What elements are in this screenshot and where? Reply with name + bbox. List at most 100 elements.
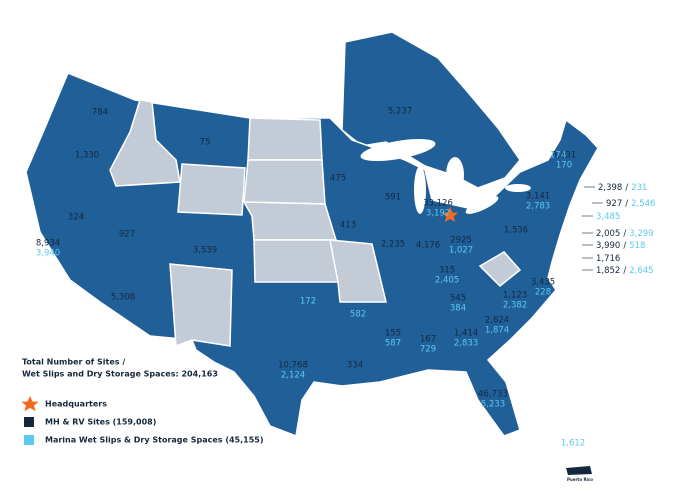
legend-swatch	[24, 435, 34, 445]
callout: 1,852/2,645	[596, 266, 654, 276]
site-count: 3,435	[531, 278, 555, 288]
state-shape	[177, 163, 246, 216]
callout-primary: 2,398	[598, 183, 622, 193]
marina-count: 729	[420, 345, 436, 355]
legend-star	[21, 396, 39, 411]
state-shape	[329, 239, 387, 303]
site-count: 1,414	[454, 329, 478, 339]
legend-title: Wet Slips and Dry Storage Spaces: 204,16…	[22, 370, 218, 379]
site-count: 33,126	[423, 199, 453, 209]
site-count: 784	[92, 108, 108, 118]
callout-primary: 2,005	[596, 229, 620, 239]
marina-count: 1,874	[485, 326, 509, 336]
headquarters-star	[442, 207, 458, 222]
callout-primary: 1,852	[596, 266, 620, 276]
puerto-rico-value: 1,612	[561, 439, 585, 449]
legend-title: Total Number of Sites /	[22, 358, 125, 367]
site-count: 3,141	[526, 192, 550, 202]
state-shape	[247, 117, 323, 161]
state-shape	[253, 239, 339, 283]
lakes	[360, 138, 531, 214]
marina-count: 5,233	[481, 400, 505, 410]
site-count: 2925	[450, 236, 472, 246]
marina-count: 172	[300, 297, 316, 307]
puerto-rico-shape	[566, 466, 592, 475]
callout: 3,485	[596, 212, 620, 222]
ontario-shape	[341, 31, 521, 189]
no-sites-states	[109, 99, 522, 348]
legend-label: Marina Wet Slips & Dry Storage Spaces (4…	[45, 436, 264, 445]
callout-primary: 927	[606, 199, 622, 209]
state-shape	[169, 263, 233, 348]
state-shape	[478, 251, 522, 288]
site-count: 155	[385, 329, 401, 339]
legend-label: Headquarters	[45, 400, 107, 409]
lake	[360, 138, 436, 162]
callout-secondary: 518	[629, 241, 645, 251]
callout-secondary: 2,546	[631, 199, 655, 209]
site-count: 1,330	[75, 151, 99, 161]
site-count: 1,536	[504, 226, 528, 236]
lake	[414, 166, 426, 214]
marina-count: 2,833	[454, 339, 478, 349]
callout-secondary: 3,485	[596, 212, 620, 222]
marina-count: 1,027	[449, 246, 473, 256]
marina-count: 384	[450, 304, 466, 314]
callout-separator: /	[623, 229, 626, 239]
marina-count: 228	[535, 288, 551, 298]
callout: 927/2,546	[606, 199, 655, 209]
site-count: 46,733	[478, 390, 508, 400]
site-count: 315	[439, 266, 455, 276]
marina-count: 587	[385, 339, 401, 349]
callout-primary: 1,716	[596, 254, 620, 264]
callout-secondary: 231	[631, 183, 647, 193]
lake	[465, 196, 499, 214]
marina-count: 582	[350, 310, 366, 320]
site-count: 1,123	[503, 291, 527, 301]
callout: 2,005/3,299	[596, 229, 654, 239]
site-count: 4,176	[416, 241, 440, 251]
callout-secondary: 3,299	[629, 229, 653, 239]
site-count: 8,934	[36, 239, 60, 249]
legend-swatch	[24, 417, 34, 427]
site-count: 545	[450, 294, 466, 304]
site-count: 927	[119, 230, 135, 240]
callout-separator: /	[623, 266, 626, 276]
callout-secondary: 2,645	[629, 266, 653, 276]
site-count: 475	[330, 174, 346, 184]
callout: 2,398/231	[598, 183, 647, 193]
site-count: 10,768	[278, 361, 308, 371]
marina-count: 174	[550, 151, 566, 161]
site-count: 3,539	[193, 246, 217, 256]
site-count: 413	[340, 221, 356, 231]
legend-label: MH & RV Sites (159,008)	[45, 418, 156, 427]
lake	[446, 157, 464, 193]
callout: 3,990/518	[596, 241, 645, 251]
lake	[505, 184, 531, 192]
site-count: 2,235	[381, 240, 405, 250]
site-count: 324	[68, 213, 84, 223]
site-count: 5,308	[111, 293, 135, 303]
state-shape	[243, 159, 326, 205]
marina-count: 2,783	[526, 202, 550, 212]
site-count: 2,624	[485, 316, 509, 326]
callout: 1,716	[596, 254, 620, 264]
site-count: 75	[200, 138, 211, 148]
site-count: 334	[347, 361, 363, 371]
callout-primary: 3,990	[596, 241, 620, 251]
callout-separator: /	[623, 241, 626, 251]
callout-separator: /	[625, 199, 628, 209]
marina-count: 2,405	[435, 276, 459, 286]
site-count: 591	[385, 193, 401, 203]
callout-separator: /	[625, 183, 628, 193]
marina-count: 170	[556, 161, 572, 171]
marina-count: 3,940	[36, 249, 60, 259]
puerto-rico-name: Puerto Rico	[567, 477, 593, 482]
marina-count: 2,382	[503, 301, 527, 311]
site-count: 3,431	[552, 151, 576, 161]
marina-count: 3,192	[426, 209, 450, 219]
state-shape	[242, 201, 338, 241]
site-count: 5,237	[388, 107, 412, 117]
marina-count: 2,124	[281, 371, 305, 381]
